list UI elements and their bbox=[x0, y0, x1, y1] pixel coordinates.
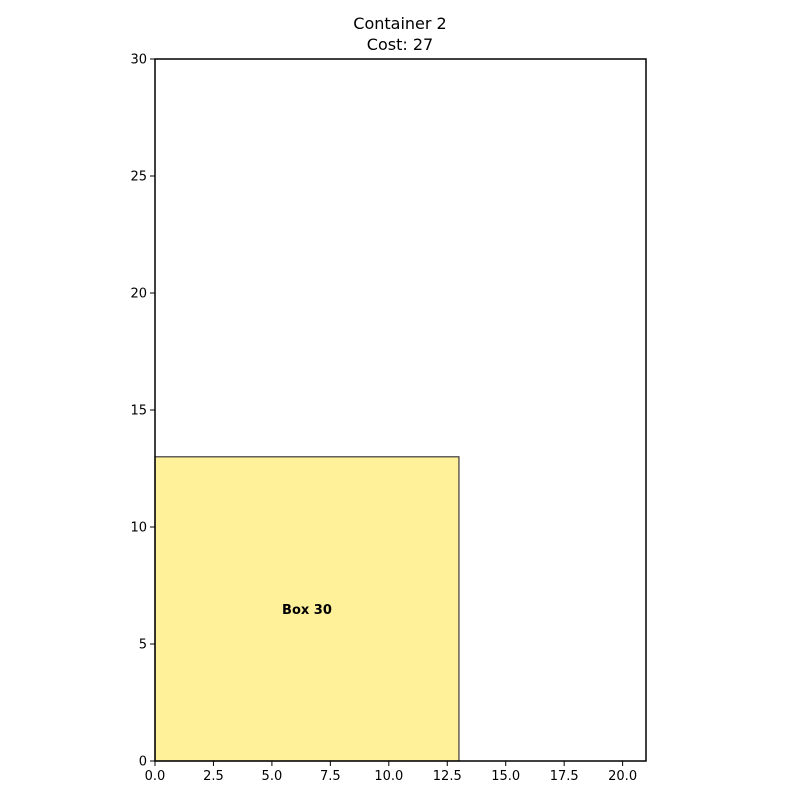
x-tick-label-8: 20.0 bbox=[608, 769, 637, 784]
box-rect-0 bbox=[154, 456, 460, 762]
x-tick-label-3: 7.5 bbox=[320, 769, 341, 784]
x-tick-label-7: 17.5 bbox=[550, 769, 579, 784]
y-tick-label-6: 30 bbox=[130, 53, 147, 68]
y-tick-label-3: 15 bbox=[130, 404, 147, 419]
axes-layer: 0.0 2.5 5.0 7.5 10.0 12.5 15.0 17.5 20.0 0 5 10 15 20… bbox=[130, 53, 647, 784]
x-tick-label-1: 2.5 bbox=[203, 769, 224, 784]
y-tick-label-0: 0 bbox=[139, 755, 147, 770]
x-tick-label-6: 15.0 bbox=[491, 769, 520, 784]
y-tick-label-2: 10 bbox=[130, 521, 147, 536]
y-tick-label-4: 20 bbox=[130, 287, 147, 302]
chart-subtitle: Cost: 27 bbox=[367, 35, 433, 54]
chart-title: Container 2 bbox=[353, 14, 446, 33]
y-tick-label-1: 5 bbox=[139, 638, 147, 653]
boxes-layer: Box 30 bbox=[154, 456, 460, 762]
x-tick-label-5: 12.5 bbox=[433, 769, 462, 784]
x-tick-label-2: 5.0 bbox=[262, 769, 283, 784]
x-tick-label-0: 0.0 bbox=[145, 769, 166, 784]
y-tick-label-5: 25 bbox=[130, 170, 147, 185]
x-tick-label-4: 10.0 bbox=[374, 769, 403, 784]
box-label-0: Box 30 bbox=[282, 603, 332, 618]
